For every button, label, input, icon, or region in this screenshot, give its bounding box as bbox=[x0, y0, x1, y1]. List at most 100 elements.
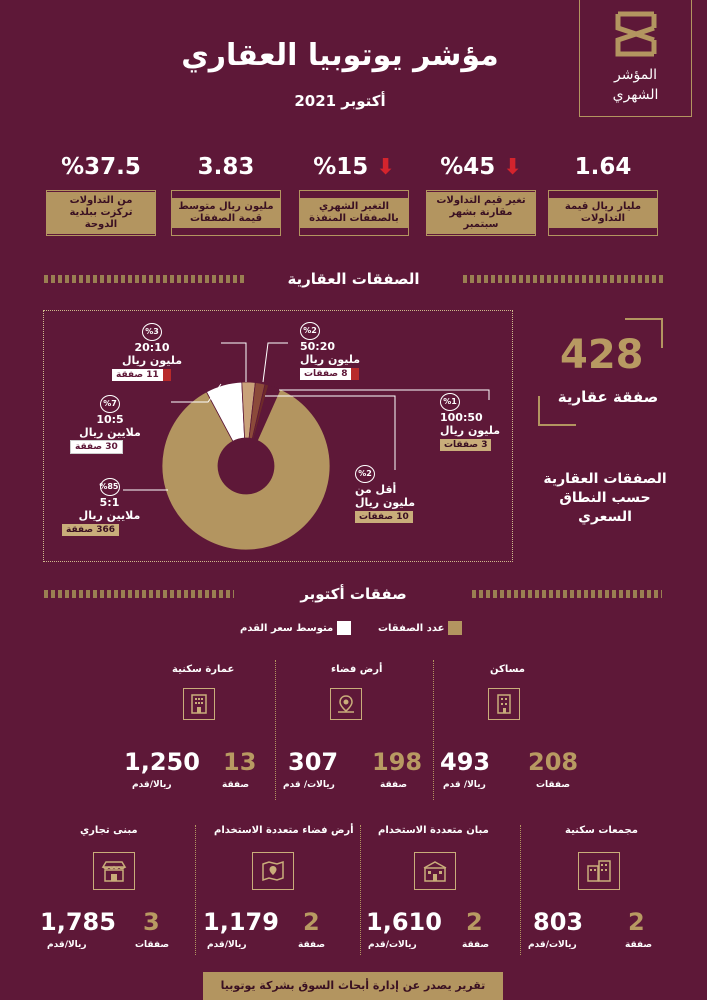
card-deals-value: 208 bbox=[528, 748, 579, 776]
card-price-unit: ريالا/ قدم bbox=[443, 780, 486, 790]
segment-pct: %2 bbox=[355, 465, 375, 483]
donut-slice bbox=[161, 388, 331, 551]
card-title-mixed-use-land: أرض فضاء متعددة الاستخدام bbox=[214, 825, 354, 836]
segment-unit: مليون ريال bbox=[440, 424, 501, 437]
segment-label-10-5: %7 10:5 ملايين ريال 30 صفقة bbox=[70, 395, 150, 454]
legend-swatch-gold bbox=[447, 621, 462, 635]
ornament-left bbox=[44, 590, 234, 598]
logo-mark-icon bbox=[615, 11, 656, 57]
logo-line1: المؤشر bbox=[614, 67, 657, 83]
card-price-value: 1,179 bbox=[203, 908, 279, 936]
stat-value: %37.5 bbox=[61, 154, 141, 180]
total-frame bbox=[538, 318, 663, 426]
card-price-value: 803 bbox=[533, 908, 584, 936]
building-icon bbox=[488, 688, 520, 720]
total-deals-label: صفقة عقارية bbox=[557, 388, 659, 406]
segment-range: 100:50 bbox=[440, 411, 483, 424]
card-deals-value: 2 bbox=[628, 908, 645, 936]
apartment-building-icon bbox=[183, 688, 215, 720]
compound-icon bbox=[578, 852, 620, 890]
shop-icon bbox=[93, 852, 135, 890]
segment-label-under-1: %2 أقل من مليون ريال 10 صفقات bbox=[355, 465, 425, 523]
segment-unit: مليون ريال bbox=[300, 353, 361, 366]
logo-line2: الشهري bbox=[612, 87, 659, 103]
card-price-value: 1,610 bbox=[366, 908, 442, 936]
segment-pct: %3 bbox=[142, 323, 162, 341]
segment-range: 20:10 bbox=[134, 341, 170, 354]
card-deals-unit: صفقة bbox=[462, 940, 490, 950]
segment-range: 10:5 bbox=[96, 413, 124, 426]
donut-chart-frame bbox=[43, 310, 513, 562]
segment-count: 8 صفقات bbox=[300, 368, 360, 380]
stat-value: 3.83 bbox=[197, 154, 255, 180]
segment-range: 5:1 bbox=[99, 496, 120, 509]
segment-count: 30 صفقة bbox=[70, 440, 123, 454]
segment-unit: مليون ريال bbox=[121, 354, 183, 367]
segment-pct: %2 bbox=[300, 322, 320, 340]
stat-value: ⬇ %15 bbox=[313, 154, 395, 180]
stat-label: من التداولات تركزت ببلدية الدوحة bbox=[47, 192, 155, 234]
card-deals-unit: صفقة bbox=[625, 940, 653, 950]
stat-label: التغير الشهري بالصفقات المنفذة bbox=[300, 198, 408, 228]
card-price-unit: ريالات/ قدم bbox=[283, 780, 335, 790]
divider bbox=[520, 825, 521, 955]
card-title-mixed-use-buildings: مبان متعددة الاستخدام bbox=[378, 825, 489, 836]
stat-deals-change: ⬇ %15 التغير الشهري بالصفقات المنفذة bbox=[294, 152, 414, 236]
card-deals-value: 13 bbox=[223, 748, 257, 776]
card-price-value: 1,785 bbox=[40, 908, 116, 936]
divider bbox=[275, 660, 276, 800]
segment-range: أقل من bbox=[355, 483, 397, 496]
segment-label-5-1: %85 5:1 ملايين ريال 366 صفقة bbox=[62, 478, 157, 536]
segment-pct: %1 bbox=[440, 393, 460, 411]
stat-value: ⬇ %45 bbox=[440, 154, 522, 180]
stat-label: مليون ريال متوسط قيمة الصفقات bbox=[172, 198, 280, 228]
land-map-icon bbox=[252, 852, 294, 890]
down-arrow-icon: ⬇ bbox=[503, 155, 522, 180]
card-title-land: أرض فضاء bbox=[331, 664, 383, 675]
segment-unit: ملايين ريال bbox=[79, 426, 141, 439]
legend-price: متوسط سعر القدم bbox=[240, 621, 351, 635]
divider bbox=[433, 660, 434, 800]
card-deals-value: 2 bbox=[466, 908, 483, 936]
ornament-right bbox=[472, 590, 662, 598]
footer-note: تقرير يصدر عن إدارة أبحاث السوق بشركة يو… bbox=[203, 972, 503, 1000]
ornament-left bbox=[44, 275, 244, 283]
card-deals-value: 3 bbox=[143, 908, 160, 936]
divider bbox=[360, 825, 361, 955]
october-section-title: صفقات أكتوبر bbox=[300, 585, 407, 603]
card-price-unit: ريالات/قدم bbox=[528, 940, 577, 950]
segment-count: 11 صفقة bbox=[112, 369, 171, 381]
card-price-unit: ريالا/قدم bbox=[132, 780, 172, 790]
card-deals-unit: صفقات bbox=[536, 780, 571, 790]
card-deals-value: 2 bbox=[303, 908, 320, 936]
card-deals-value: 198 bbox=[372, 748, 423, 776]
card-price-value: 1,250 bbox=[124, 748, 200, 776]
stat-label: مليار ريال قيمة التداولات bbox=[549, 198, 657, 228]
divider bbox=[195, 825, 196, 955]
segment-unit: ملايين ريال bbox=[78, 509, 141, 522]
brand-logo: المؤشر الشهري bbox=[579, 0, 692, 117]
card-price-unit: ريالا/قدم bbox=[47, 940, 87, 950]
stat-value: 1.64 bbox=[574, 154, 632, 180]
page-title: مؤشر يوتوبيا العقاري bbox=[181, 38, 499, 73]
card-price-value: 307 bbox=[288, 748, 339, 776]
mixed-use-building-icon bbox=[414, 852, 456, 890]
segment-count: 3 صفقات bbox=[440, 439, 492, 451]
stat-total-value: 1.64 مليار ريال قيمة التداولات bbox=[543, 152, 663, 236]
stat-value-change: ⬇ %45 تغير قيم التداولات مقارنة بشهر سبت… bbox=[421, 152, 541, 236]
segment-label-100-50: %1 100:50 مليون ريال 3 صفقات bbox=[440, 393, 510, 451]
ornament-right bbox=[463, 275, 663, 283]
card-title-commercial-building: مبنى تجاري bbox=[80, 825, 138, 836]
deals-section-title: الصفقات العقارية bbox=[287, 270, 420, 288]
legend-swatch-white bbox=[336, 621, 351, 635]
total-deals-number: 428 bbox=[560, 332, 644, 378]
legend-deals: عدد الصفقات bbox=[378, 621, 462, 635]
card-price-unit: ريالات/قدم bbox=[368, 940, 417, 950]
stat-label: تغير قيم التداولات مقارنة بشهر سبتمبر bbox=[427, 192, 535, 234]
donut-chart bbox=[123, 342, 490, 551]
page-subtitle: أكتوبر 2021 bbox=[294, 92, 386, 110]
down-arrow-icon: ⬇ bbox=[376, 155, 395, 180]
segment-unit: مليون ريال bbox=[355, 496, 416, 509]
card-deals-unit: صفقة bbox=[380, 780, 408, 790]
card-deals-unit: صفقة bbox=[222, 780, 250, 790]
